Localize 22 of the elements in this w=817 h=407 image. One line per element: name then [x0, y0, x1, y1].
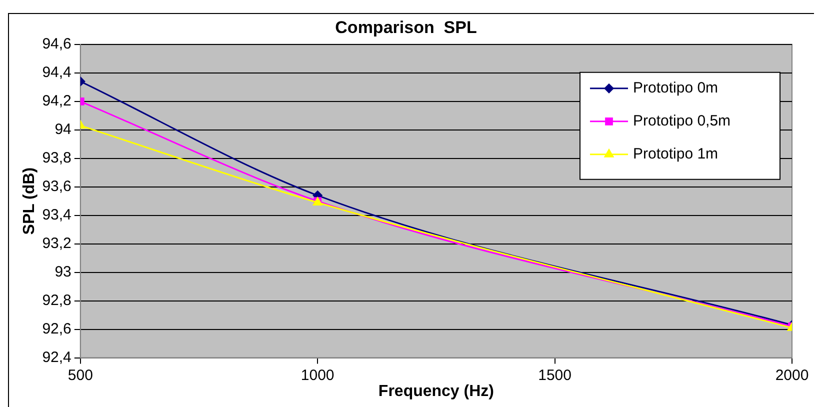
y-tick-label: 92,8	[42, 292, 72, 309]
y-tick-label: 94,4	[42, 64, 72, 82]
y-tick-label: 93	[54, 263, 72, 280]
y-tick-label: 94,2	[42, 92, 72, 110]
x-axis-title: Frequency (Hz)	[378, 382, 494, 400]
legend-label: Prototipo 0m	[633, 80, 718, 97]
legend-label: Prototipo 0,5m	[633, 112, 731, 130]
y-tick-label: 92,6	[42, 320, 72, 338]
x-tick-label: 1000	[300, 366, 334, 384]
x-tick-label: 2000	[775, 366, 809, 384]
y-tick-label: 93,4	[42, 206, 72, 224]
legend-label: Prototipo 1m	[633, 146, 718, 163]
y-tick-label: 93,8	[42, 150, 72, 167]
y-tick-label: 93,2	[42, 234, 72, 252]
x-tick-label: 500	[68, 366, 93, 384]
y-tick-label: 94,6	[42, 36, 72, 53]
chart-title: Comparison SPL	[335, 18, 477, 37]
x-tick-label: 1500	[538, 366, 572, 384]
y-tick-label: 92,4	[42, 348, 72, 366]
y-axis-title: SPL (dB)	[21, 167, 38, 235]
y-tick-label: 94	[54, 121, 72, 138]
y-tick-label: 93,6	[42, 178, 72, 195]
